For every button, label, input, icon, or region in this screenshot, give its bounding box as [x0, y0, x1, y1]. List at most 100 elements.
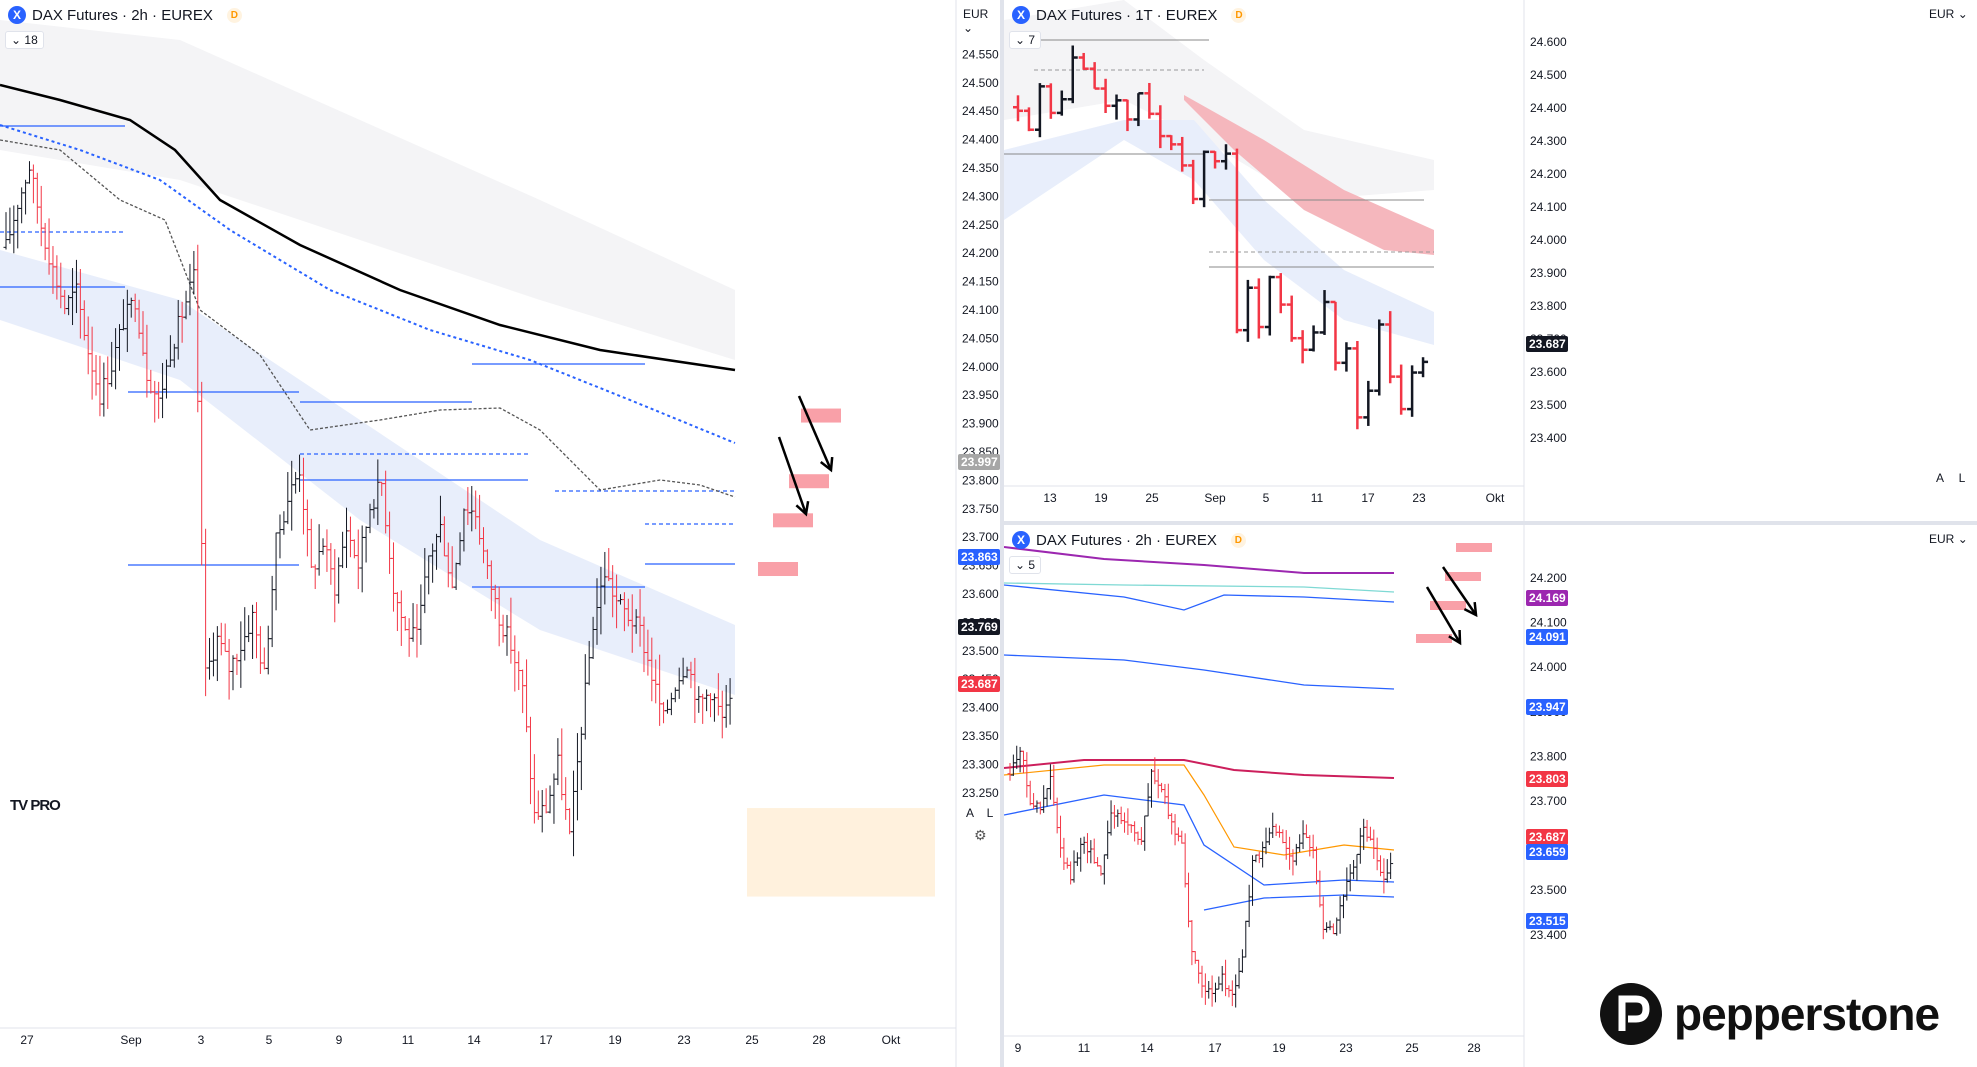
left-chart-svg[interactable]: 24.60024.55024.50024.45024.40024.35024.3…	[0, 0, 1000, 1067]
price-axis-label: 23.700	[1530, 794, 1567, 808]
price-axis-label: 23.900	[962, 417, 999, 431]
bottom-right-indicator-toggle[interactable]: ⌄ 5	[1009, 556, 1042, 574]
moving-average-red	[1004, 759, 1395, 779]
horizontal-divider[interactable]	[1004, 521, 1977, 525]
upper-envelope-band	[1004, 0, 1434, 200]
top-right-chart-pane[interactable]: 24.600 24.500 24.400 24.300 24.200 24.100 24.0…	[1004, 0, 1977, 525]
time-axis-label: Okt	[1486, 491, 1505, 505]
price-tag-label: 23.687	[961, 677, 998, 691]
top-right-chart-svg[interactable]: 24.600 24.500 24.400 24.300 24.200 24.100 24.0…	[1004, 0, 1977, 525]
time-axis-label: 14	[467, 1033, 481, 1047]
time-axis-label: 23	[1339, 1041, 1353, 1055]
top-right-chart-title[interactable]: DAX Futures · 1T · EUREX	[1036, 6, 1218, 24]
price-tag-label: 23.769	[961, 620, 998, 634]
time-axis-label: 5	[266, 1033, 273, 1047]
price-axis-label: 24.600	[1530, 35, 1567, 49]
price-axis-label: 23.800	[1530, 299, 1567, 313]
top-right-currency-label: EUR	[1929, 7, 1955, 21]
vwap-band-line	[1004, 654, 1395, 690]
bottom-right-currency-select[interactable]: EUR ⌄	[1926, 531, 1971, 547]
price-tag-label: 23.687	[1529, 337, 1566, 351]
chevron-down-icon: ⌄	[11, 33, 22, 47]
support-zone	[747, 808, 935, 897]
resistance-block	[1456, 543, 1492, 552]
data-delay-badge-icon[interactable]: D	[226, 7, 242, 23]
left-indicator-count: 18	[24, 33, 38, 47]
projection-arrow	[1425, 586, 1462, 644]
resistance-block	[1416, 634, 1452, 643]
price-axis-label: 24.500	[962, 76, 999, 90]
resistance-block	[758, 562, 798, 577]
time-axis-label: 9	[1015, 1041, 1022, 1055]
price-axis-label: 24.000	[962, 360, 999, 374]
lower-band-line	[1203, 894, 1395, 911]
price-axis-label: 24.500	[1530, 68, 1567, 82]
top-right-indicator-toggle[interactable]: ⌄ 7	[1009, 31, 1042, 49]
settings-gear-icon[interactable]: ⚙	[974, 827, 987, 843]
moving-average-blue	[0, 124, 736, 444]
projection-arrow	[1441, 566, 1478, 616]
data-delay-badge-icon[interactable]: D	[1230, 532, 1246, 548]
price-tag-label: 24.091	[1529, 630, 1566, 644]
top-right-auto-scale-button[interactable]: A	[1935, 471, 1944, 485]
price-axis-label: 24.250	[962, 218, 999, 232]
exchange-icon: X	[1012, 6, 1030, 24]
price-axis-label: 24.150	[962, 275, 999, 289]
bottom-right-chart-title[interactable]: DAX Futures · 2h · EUREX	[1036, 531, 1217, 549]
chevron-down-icon: ⌄	[1015, 558, 1026, 572]
price-axis-label: 24.350	[962, 161, 999, 175]
price-axis-label: 24.200	[1530, 167, 1567, 181]
bottom-right-chart-legend: X DAX Futures · 2h · EUREX D	[1012, 531, 1246, 549]
vertical-divider[interactable]	[1000, 0, 1004, 1067]
time-axis-label: 11	[402, 1033, 415, 1047]
moving-average-black	[0, 83, 736, 372]
left-log-scale-button[interactable]: L	[986, 806, 994, 820]
left-chart-legend: X DAX Futures · 2h · EUREX D	[8, 6, 242, 24]
price-axis-label: 24.200	[1530, 571, 1567, 585]
left-chart-title[interactable]: DAX Futures · 2h · EUREX	[32, 6, 213, 24]
price-tag-label: 23.863	[961, 550, 998, 564]
price-tag-label: 24.169	[1529, 591, 1566, 605]
price-axis-label: 23.300	[962, 757, 999, 771]
top-right-currency-select[interactable]: EUR ⌄	[1926, 6, 1971, 22]
cloud-band	[1184, 95, 1434, 255]
time-axis-label: 23	[1412, 491, 1426, 505]
top-right-log-scale-button[interactable]: L	[1958, 471, 1966, 485]
price-axis-label: 23.350	[962, 729, 999, 743]
time-axis-label: 14	[1140, 1041, 1154, 1055]
top-right-indicator-count: 7	[1028, 33, 1036, 47]
time-axis-label: 28	[1467, 1041, 1481, 1055]
projection-arrow	[777, 436, 808, 515]
resistance-block	[1430, 601, 1466, 610]
left-currency-select[interactable]: EUR ⌄	[960, 6, 1000, 36]
left-indicator-toggle[interactable]: ⌄ 18	[5, 31, 44, 49]
bottom-right-chart-svg[interactable]: 24.20024.10024.00023.90023.80023.70023.6…	[1004, 525, 1977, 1067]
resistance-block	[801, 408, 841, 423]
data-delay-badge-icon[interactable]: D	[1231, 7, 1247, 23]
time-axis-label: 23	[677, 1033, 691, 1047]
price-tag-label: 23.803	[1529, 772, 1566, 786]
price-axis-label: 23.400	[1530, 928, 1567, 942]
bottom-right-currency-label: EUR	[1929, 532, 1955, 546]
price-axis-label: 23.750	[962, 502, 999, 516]
price-axis-label: 24.200	[962, 246, 999, 260]
bottom-right-chart-pane[interactable]: 24.20024.10024.00023.90023.80023.70023.6…	[1004, 525, 1977, 1067]
time-axis-label: 11	[1078, 1041, 1091, 1055]
exchange-icon: X	[1012, 531, 1030, 549]
price-axis-label: 23.600	[962, 587, 999, 601]
price-tag-label: 23.659	[1529, 845, 1566, 859]
price-axis-label: 24.050	[962, 331, 999, 345]
time-axis-label: 19	[1094, 491, 1108, 505]
time-axis-label: 11	[1311, 491, 1324, 505]
price-axis-label: 24.550	[962, 47, 999, 61]
chevron-down-icon: ⌄	[1957, 532, 1968, 546]
price-tag-bg	[1526, 844, 1568, 860]
price-axis-label: 23.950	[962, 388, 999, 402]
price-tag-bg	[1526, 771, 1568, 787]
price-axis-label: 24.450	[962, 104, 999, 118]
resistance-block	[773, 513, 813, 528]
price-axis-label: 23.500	[1530, 398, 1567, 412]
left-chart-pane[interactable]: 24.60024.55024.50024.45024.40024.35024.3…	[0, 0, 1000, 1067]
price-axis-label: 24.000	[1530, 233, 1567, 247]
left-auto-scale-button[interactable]: A	[965, 806, 974, 820]
